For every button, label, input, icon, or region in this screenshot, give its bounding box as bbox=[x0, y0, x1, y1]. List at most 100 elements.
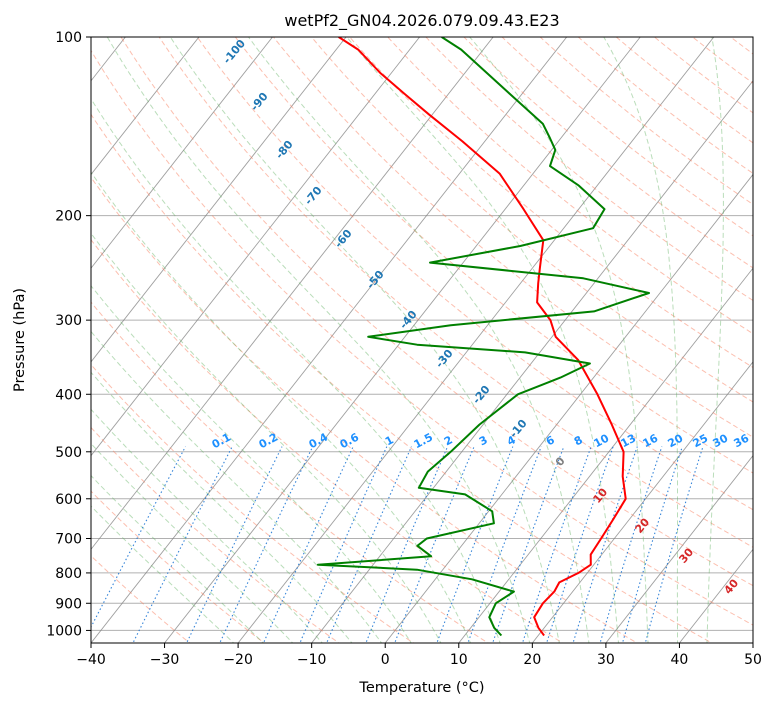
dry-adiabat-line bbox=[348, 37, 753, 369]
dry-adiabat-line bbox=[653, 37, 753, 114]
dry-adiabat-line bbox=[272, 37, 753, 438]
isotherm-line bbox=[91, 37, 421, 457]
dry-adiabat-label: -80 bbox=[273, 138, 296, 162]
moist-adiabat-label: 20 bbox=[632, 515, 652, 535]
guide-labels: -100-90-80-70-60-50-40-30-20-10010203040… bbox=[210, 37, 752, 597]
isotherm-line bbox=[91, 37, 568, 643]
x-tick-label: 50 bbox=[744, 652, 762, 668]
moist-adiabat-line bbox=[346, 37, 620, 643]
profile-series bbox=[316, 37, 650, 637]
mixing-ratio-label: 20 bbox=[666, 431, 686, 450]
mixing-ratio-line bbox=[546, 446, 614, 643]
mixing-ratio-line bbox=[132, 446, 233, 643]
x-axis-title: Temperature (°C) bbox=[358, 680, 484, 696]
mixing-ratio-label: 0.4 bbox=[307, 430, 331, 451]
dry-adiabat-label: -20 bbox=[470, 383, 493, 407]
mixing-ratio-label: 30 bbox=[711, 431, 731, 450]
dry-adiabat-line bbox=[91, 238, 564, 643]
dry-adiabat-line bbox=[91, 555, 191, 643]
x-tick-label: −20 bbox=[223, 652, 253, 668]
x-tick-label: 0 bbox=[381, 652, 390, 668]
isotherm-line bbox=[163, 37, 641, 643]
isotherm-line bbox=[0, 24, 62, 646]
x-tick-label: 10 bbox=[450, 652, 468, 668]
moist-adiabat-line bbox=[106, 37, 531, 643]
dry-adiabat-label: -60 bbox=[332, 227, 355, 251]
x-tick-label: −10 bbox=[297, 652, 327, 668]
mixing-ratio-line bbox=[599, 446, 663, 643]
y-tick-label: 1000 bbox=[46, 623, 82, 639]
chart-title: wetPf2_GN04.2026.079.09.43.E23 bbox=[284, 11, 559, 31]
plot-frame bbox=[90, 36, 754, 644]
moist-adiabat-line bbox=[91, 371, 353, 643]
mixing-ratio-line bbox=[644, 446, 704, 643]
dry-adiabat-line bbox=[577, 37, 753, 174]
dry-adiabats bbox=[91, 37, 753, 643]
isotherm-grid bbox=[0, 24, 753, 646]
y-tick-label: 800 bbox=[55, 566, 82, 582]
moist-adiabat-line bbox=[91, 330, 383, 643]
mixing-ratio-line bbox=[91, 446, 186, 629]
y-tick-label: 600 bbox=[55, 492, 82, 508]
moist-adiabats bbox=[91, 37, 724, 643]
x-tick-label: 30 bbox=[597, 652, 615, 668]
dry-adiabat-line bbox=[158, 37, 753, 548]
moist-adiabat-line bbox=[706, 37, 724, 643]
y-axis-title: Pressure (hPa) bbox=[12, 288, 28, 392]
mixing-ratio-label: 6 bbox=[544, 433, 557, 448]
moist-adiabat-line bbox=[91, 285, 412, 643]
mixing-ratio-label: 3 bbox=[477, 433, 490, 448]
y-axis-ticks: 100 200 300 400 500 600 700 800 900 1000 bbox=[46, 30, 91, 639]
dry-adiabat-line bbox=[387, 37, 753, 335]
moist-adiabat-line bbox=[91, 97, 501, 643]
isotherm-line bbox=[91, 37, 347, 363]
x-axis-ticks: −40 −30 −20 −10 0 10 20 30 40 50 bbox=[76, 643, 762, 668]
mixing-ratio-label: 10 bbox=[592, 431, 612, 450]
mixing-ratio-label: 8 bbox=[572, 433, 585, 448]
mixing-ratio-line bbox=[572, 446, 638, 643]
moist-adiabat-line bbox=[91, 408, 323, 643]
moist-adiabat-line bbox=[469, 37, 649, 643]
y-tick-label: 100 bbox=[55, 30, 82, 46]
mixing-ratio-line bbox=[262, 446, 354, 643]
dry-adiabat-line bbox=[91, 490, 266, 643]
mixing-ratio-label: 16 bbox=[641, 431, 661, 450]
isobar-grid bbox=[91, 37, 753, 631]
mixing-ratio-line bbox=[185, 446, 283, 643]
mixing-ratio-line bbox=[492, 446, 565, 643]
isotherm-line bbox=[311, 80, 753, 643]
moist-adiabat-label: 10 bbox=[590, 485, 610, 505]
y-tick-label: 700 bbox=[55, 532, 82, 548]
x-tick-label: −40 bbox=[76, 652, 106, 668]
dry-adiabat-line bbox=[539, 37, 753, 205]
mixing-ratio-line bbox=[521, 446, 592, 643]
plot-area: -100-90-80-70-60-50-40-30-20-10010203040… bbox=[0, 24, 753, 646]
isotherm-line bbox=[605, 454, 753, 643]
dry-adiabat-line bbox=[501, 37, 753, 237]
dry-adiabat-line bbox=[615, 37, 753, 144]
moist-adiabat-line bbox=[91, 171, 472, 643]
dry-adiabat-line bbox=[91, 176, 639, 643]
mixing-ratio-label: 36 bbox=[732, 431, 752, 450]
mixing-ratio-line bbox=[394, 446, 475, 643]
mixing-ratio-line bbox=[219, 446, 314, 643]
moist-adiabat-line bbox=[169, 37, 560, 643]
dewpoint-line bbox=[316, 37, 650, 637]
mixing-ratio-label: 1.5 bbox=[412, 431, 435, 452]
mixing-ratio-label: 0.2 bbox=[257, 431, 280, 452]
dry-adiabat-line bbox=[310, 37, 753, 403]
dry-adiabat-label: -50 bbox=[364, 268, 387, 292]
dry-adiabat-label: -100 bbox=[220, 37, 248, 67]
x-tick-label: 40 bbox=[671, 652, 689, 668]
moist-adiabat-line bbox=[91, 232, 442, 643]
mixing-ratio-line bbox=[436, 446, 514, 643]
isotherm-line bbox=[91, 37, 200, 176]
dry-adiabat-line bbox=[234, 37, 753, 474]
y-tick-label: 400 bbox=[55, 387, 82, 403]
y-tick-label: 200 bbox=[55, 209, 82, 225]
dry-adiabat-label: -30 bbox=[433, 347, 456, 371]
dry-adiabat-line bbox=[196, 37, 753, 511]
dry-adiabat-label: -90 bbox=[248, 90, 271, 114]
dry-adiabat-line bbox=[91, 49, 753, 626]
